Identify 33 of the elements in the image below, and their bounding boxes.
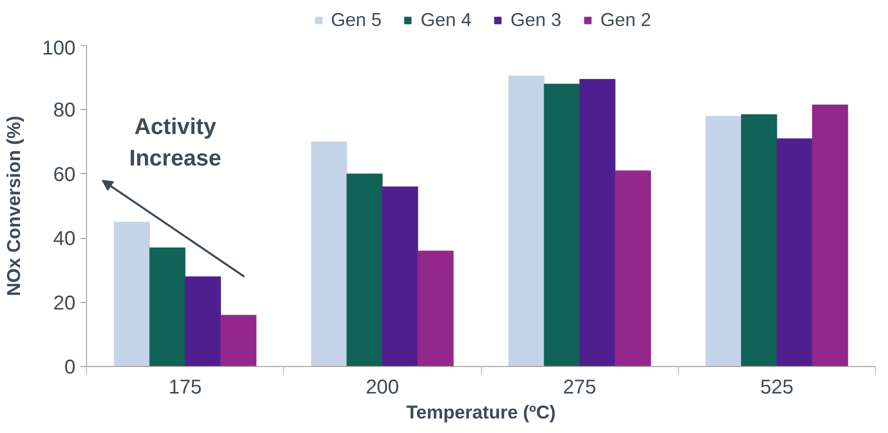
bar [776, 138, 813, 366]
bar [184, 276, 221, 366]
y-tick-label: 20 [53, 292, 76, 314]
bar [382, 186, 418, 366]
bar [741, 114, 778, 366]
bar [579, 78, 616, 366]
x-axis-title: Temperature (ºC) [406, 402, 556, 422]
bar [114, 222, 150, 366]
bar [311, 142, 348, 366]
bar [706, 116, 742, 366]
bar [614, 170, 651, 366]
y-tick-label: 80 [53, 100, 76, 122]
x-tick-label: 175 [168, 376, 202, 398]
legend-label: Gen 4 [420, 9, 472, 31]
y-tick-label: 40 [53, 228, 76, 250]
y-axis-title: NOx Conversion (%) [3, 116, 24, 296]
x-tick-label: 275 [562, 376, 596, 398]
bar [346, 174, 383, 366]
annotation: Activity Increase [129, 113, 222, 170]
bar [812, 104, 848, 366]
x-tick-label: 525 [760, 376, 794, 398]
legend-label: Gen 2 [600, 9, 652, 31]
bar [418, 250, 454, 366]
y-tick-label: 100 [42, 38, 76, 60]
legend-label: Gen 3 [510, 9, 562, 31]
bar [220, 314, 256, 366]
bar [544, 84, 580, 366]
legend-label: Gen 5 [330, 9, 382, 31]
y-tick-label: 60 [53, 164, 76, 186]
bar [149, 247, 186, 366]
bar [508, 76, 544, 366]
x-tick-label: 200 [366, 376, 400, 398]
y-tick-label: 0 [64, 356, 76, 378]
